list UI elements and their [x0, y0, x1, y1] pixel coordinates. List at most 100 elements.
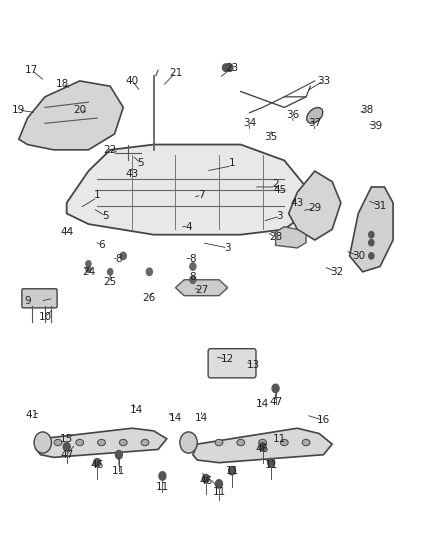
Circle shape	[146, 268, 152, 276]
Circle shape	[229, 466, 236, 475]
Text: 32: 32	[330, 267, 343, 277]
Ellipse shape	[119, 439, 127, 446]
Text: 25: 25	[103, 277, 117, 287]
Text: 18: 18	[56, 78, 69, 88]
Text: 23: 23	[226, 63, 239, 72]
Text: 31: 31	[374, 200, 387, 211]
Text: 11: 11	[273, 434, 286, 444]
Text: 10: 10	[39, 312, 52, 322]
Circle shape	[259, 442, 266, 451]
Text: 2: 2	[272, 179, 279, 189]
Ellipse shape	[76, 439, 84, 446]
Text: 38: 38	[360, 105, 374, 115]
Text: 45: 45	[273, 184, 286, 195]
Circle shape	[63, 442, 70, 451]
Ellipse shape	[237, 439, 245, 446]
Text: 27: 27	[195, 285, 208, 295]
Text: 46: 46	[91, 461, 104, 470]
Circle shape	[116, 450, 122, 459]
Text: 41: 41	[25, 410, 39, 420]
Text: 6: 6	[98, 240, 105, 251]
Text: 24: 24	[82, 267, 95, 277]
Circle shape	[215, 480, 223, 488]
Text: 8: 8	[190, 272, 196, 282]
Ellipse shape	[302, 439, 310, 446]
Circle shape	[202, 474, 209, 483]
Text: 11: 11	[226, 466, 239, 475]
Ellipse shape	[34, 432, 51, 453]
Text: 47: 47	[269, 397, 282, 407]
Text: 8: 8	[190, 254, 196, 263]
Text: 40: 40	[125, 76, 138, 86]
Text: 5: 5	[138, 158, 144, 168]
Text: 29: 29	[308, 203, 321, 213]
Text: 5: 5	[102, 211, 109, 221]
Ellipse shape	[307, 108, 323, 123]
Text: 30: 30	[352, 251, 365, 261]
Text: 21: 21	[169, 68, 182, 78]
Text: 14: 14	[130, 405, 143, 415]
Text: 22: 22	[103, 145, 117, 155]
Ellipse shape	[280, 439, 288, 446]
Circle shape	[86, 261, 91, 267]
Ellipse shape	[54, 439, 62, 446]
Circle shape	[94, 458, 101, 467]
Text: 14: 14	[169, 413, 182, 423]
Text: 11: 11	[212, 487, 226, 497]
Circle shape	[227, 64, 233, 71]
Ellipse shape	[98, 439, 106, 446]
Text: 46: 46	[256, 445, 269, 455]
Text: 43: 43	[125, 169, 138, 179]
FancyBboxPatch shape	[22, 289, 57, 308]
Text: 13: 13	[247, 360, 261, 369]
Text: 17: 17	[25, 66, 39, 75]
Polygon shape	[276, 227, 306, 248]
Circle shape	[369, 253, 374, 259]
Text: 3: 3	[224, 243, 231, 253]
Ellipse shape	[180, 432, 197, 453]
Ellipse shape	[215, 439, 223, 446]
Circle shape	[223, 64, 229, 71]
Text: 46: 46	[199, 477, 212, 486]
Text: 26: 26	[143, 293, 156, 303]
Circle shape	[86, 266, 91, 272]
Circle shape	[369, 231, 374, 238]
Text: 11: 11	[112, 466, 126, 475]
Text: 3: 3	[277, 211, 283, 221]
Text: 14: 14	[195, 413, 208, 423]
Text: 7: 7	[198, 190, 205, 200]
Polygon shape	[36, 428, 167, 457]
Text: 28: 28	[269, 232, 282, 243]
Text: 37: 37	[308, 118, 321, 128]
Ellipse shape	[258, 439, 266, 446]
Ellipse shape	[141, 439, 149, 446]
Text: 12: 12	[221, 354, 234, 364]
Text: 44: 44	[60, 227, 73, 237]
Polygon shape	[67, 144, 306, 235]
Circle shape	[272, 384, 279, 393]
Text: 11: 11	[265, 461, 278, 470]
Text: 19: 19	[12, 105, 25, 115]
Polygon shape	[193, 428, 332, 463]
Text: 36: 36	[286, 110, 300, 120]
Circle shape	[268, 458, 275, 467]
Text: 1: 1	[229, 158, 235, 168]
Text: 34: 34	[243, 118, 256, 128]
Text: 33: 33	[317, 76, 330, 86]
Text: 15: 15	[60, 434, 73, 444]
Text: 39: 39	[369, 121, 382, 131]
Circle shape	[108, 269, 113, 275]
Polygon shape	[289, 171, 341, 240]
Text: 9: 9	[24, 296, 31, 306]
Polygon shape	[176, 280, 228, 296]
Polygon shape	[19, 81, 123, 150]
Text: 4: 4	[185, 222, 192, 232]
Polygon shape	[350, 187, 393, 272]
Circle shape	[190, 263, 196, 270]
Circle shape	[120, 252, 126, 260]
FancyBboxPatch shape	[208, 349, 256, 378]
Text: 20: 20	[73, 105, 86, 115]
Text: 1: 1	[94, 190, 100, 200]
Text: 47: 47	[60, 450, 73, 460]
Text: 43: 43	[291, 198, 304, 208]
